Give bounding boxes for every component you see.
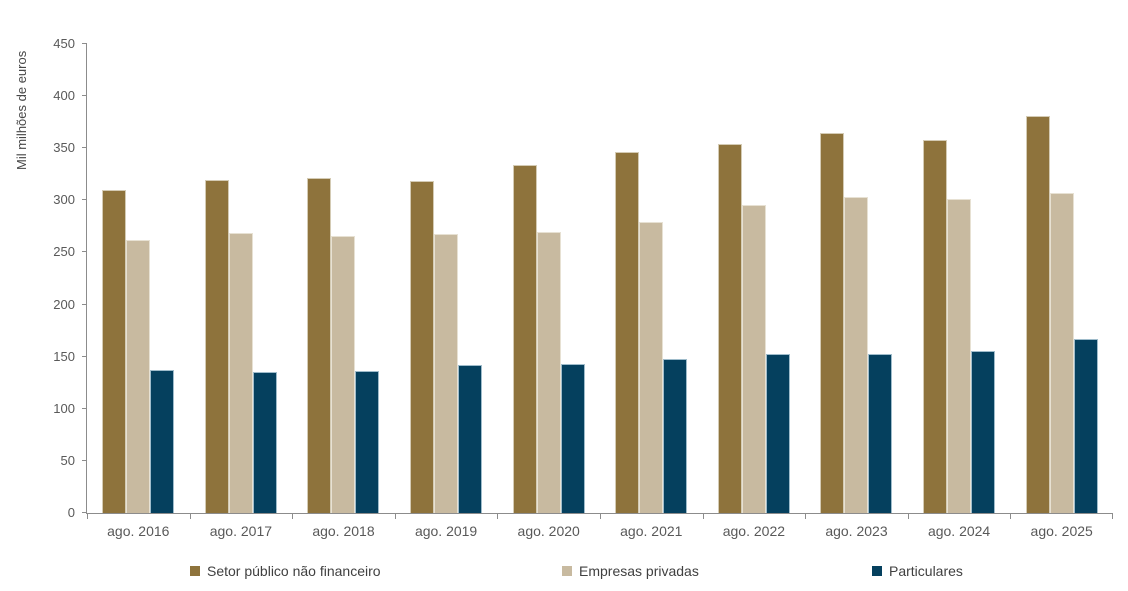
bar xyxy=(307,178,332,513)
y-axis-tick-label: 300 xyxy=(53,192,75,208)
bar xyxy=(868,353,893,513)
bar xyxy=(663,358,688,513)
bar xyxy=(355,371,380,513)
y-axis-tick-label: 400 xyxy=(53,88,75,104)
bar xyxy=(844,197,869,513)
bar xyxy=(765,353,790,513)
x-axis-tick xyxy=(600,513,601,519)
bar xyxy=(1073,338,1098,513)
bar-group-ago-2020 xyxy=(497,44,600,513)
y-axis-tick-label: 450 xyxy=(53,36,75,51)
x-axis-category-label: ago. 2024 xyxy=(927,523,991,539)
x-axis-tick xyxy=(907,513,909,519)
y-axis-tick xyxy=(82,303,87,305)
x-axis-tick xyxy=(87,513,88,519)
bar-group-ago-2018 xyxy=(292,44,395,513)
bar-group-ago-2024 xyxy=(908,44,1011,513)
y-axis-tick-label: 150 xyxy=(53,348,75,364)
x-axis-tick xyxy=(1010,513,1012,519)
bar xyxy=(458,365,483,513)
legend-item-empresas-privadas[interactable]: Empresas privadas xyxy=(562,563,699,579)
x-axis-category-label: ago. 2019 xyxy=(414,523,478,539)
y-axis-tick-label: 100 xyxy=(53,400,75,416)
x-axis-category-label: ago. 2020 xyxy=(517,523,580,539)
x-axis-tick xyxy=(702,513,704,519)
y-axis-tick-label: 50 xyxy=(60,452,75,468)
bar xyxy=(615,152,640,513)
y-axis-tick-label: 250 xyxy=(53,244,75,260)
bar xyxy=(512,164,537,513)
bar xyxy=(971,351,996,513)
x-axis-tick xyxy=(292,513,294,519)
y-axis-tick-label: 200 xyxy=(53,296,75,312)
legend: Setor público não financeiro Empresas pri… xyxy=(0,563,1128,583)
y-axis-tick-label: 350 xyxy=(53,140,75,156)
y-axis-tick xyxy=(82,199,87,201)
bar xyxy=(741,204,766,513)
legend-item-setor-publico[interactable]: Setor público não financeiro xyxy=(190,563,381,579)
y-axis-title: Mil milhões de euros xyxy=(14,50,29,170)
y-axis-tick-label: 0 xyxy=(67,505,75,520)
y-axis-tick xyxy=(82,95,87,97)
x-axis-category-label: ago. 2017 xyxy=(209,523,273,539)
bar-group-ago-2016 xyxy=(87,44,190,513)
bar xyxy=(1025,115,1050,513)
x-axis-category-label: ago. 2023 xyxy=(825,523,888,539)
x-axis-category-label: ago. 2025 xyxy=(1030,523,1093,539)
legend-item-label: Empresas privadas xyxy=(579,563,699,579)
bar xyxy=(228,232,253,513)
bar-group-ago-2023 xyxy=(805,44,908,513)
legend-swatch-icon xyxy=(872,566,882,576)
x-axis-category-label: ago. 2021 xyxy=(620,523,683,539)
x-axis-tick xyxy=(805,513,807,519)
bar xyxy=(536,231,561,513)
legend-item-label: Setor público não financeiro xyxy=(207,563,381,579)
y-axis-tick xyxy=(82,147,87,149)
bar xyxy=(126,239,151,513)
bar xyxy=(923,139,948,513)
bar-group-ago-2019 xyxy=(395,44,498,513)
bar xyxy=(717,144,742,513)
bar xyxy=(560,363,585,513)
legend-swatch-icon xyxy=(190,566,200,576)
bar xyxy=(102,189,127,513)
bar-group-ago-2017 xyxy=(190,44,293,513)
bar xyxy=(331,235,356,513)
y-axis-tick xyxy=(82,43,87,44)
y-axis-tick xyxy=(82,459,87,461)
legend-item-particulares[interactable]: Particulares xyxy=(872,563,963,579)
x-axis-tick xyxy=(394,513,396,519)
bar xyxy=(820,132,845,513)
y-axis-tick xyxy=(82,355,87,357)
bar-group-ago-2022 xyxy=(703,44,806,513)
legend-item-label: Particulares xyxy=(889,563,963,579)
bar xyxy=(204,179,229,513)
bar xyxy=(947,199,972,513)
bar xyxy=(639,222,664,513)
y-axis-tick xyxy=(82,251,87,253)
y-axis-tick xyxy=(82,407,87,409)
x-axis-tick xyxy=(1112,513,1113,519)
x-axis-category-label: ago. 2018 xyxy=(312,523,375,539)
bar xyxy=(410,180,435,513)
x-axis-category-label: ago. 2016 xyxy=(107,523,170,539)
legend-swatch-icon xyxy=(562,566,572,576)
x-axis-tick xyxy=(497,513,499,519)
x-axis-tick xyxy=(189,513,191,519)
bar xyxy=(150,370,175,513)
bar xyxy=(1049,193,1074,513)
bar-group-ago-2021 xyxy=(600,44,703,513)
bar xyxy=(252,372,277,513)
plot-area: 0 50 100 150 200 250 300 350 400 450 ago. 2016 ago.… xyxy=(53,37,1113,539)
bar-group-ago-2025 xyxy=(1010,44,1113,513)
y-axis-tick xyxy=(82,512,87,513)
x-axis-category-label: ago. 2022 xyxy=(722,523,786,539)
bar xyxy=(434,233,459,513)
